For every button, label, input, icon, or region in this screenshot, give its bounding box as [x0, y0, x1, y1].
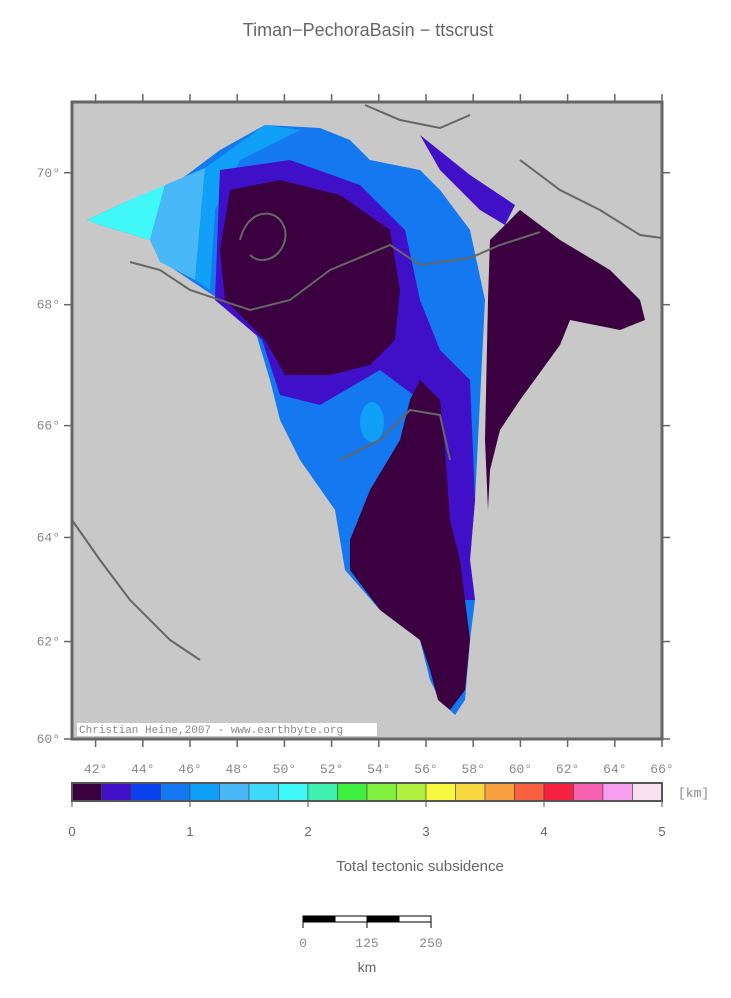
y-tick-label: 62° [37, 635, 60, 650]
colorbar-tick-label: 3 [422, 824, 429, 839]
colorbar-swatch [160, 782, 191, 802]
coastline [129, 231, 541, 312]
colorbar-swatch [514, 782, 545, 802]
scalebar-tick-label: 250 [419, 936, 442, 951]
colorbar-tick-label: 0 [68, 824, 75, 839]
y-tick-label: 60° [37, 732, 60, 747]
coastlines [71, 104, 663, 661]
basin-wedge [420, 135, 515, 225]
colorbar-swatch [455, 782, 486, 802]
colorbar-swatch [573, 782, 604, 802]
x-tick-label: 46° [178, 762, 201, 777]
y-tick-label: 70° [37, 166, 60, 181]
zone-core-south [350, 380, 470, 710]
x-tick-label: 64° [603, 762, 626, 777]
y-tick-label: 68° [37, 298, 60, 313]
coastline [339, 408, 451, 461]
colorbar-swatch [632, 782, 663, 802]
colorbar-tick-label: 2 [304, 824, 311, 839]
credit: Christian Heine,2007 - www.earthbyte.org [79, 725, 343, 737]
scalebar: 0 125 250 [299, 915, 443, 951]
map-frame [70, 100, 664, 741]
x-tick-label: 52° [320, 762, 343, 777]
colorbar-swatch [396, 782, 427, 802]
colorbar-label: Total tectonic subsidence [336, 858, 504, 875]
y-tick-label: 66° [37, 419, 60, 434]
x-tick-label: 56° [414, 762, 437, 777]
colorbar-unit: [km] [678, 786, 709, 801]
x-tick-label: 50° [273, 762, 296, 777]
colorbar-swatch [366, 782, 397, 802]
zone-oval-inner [360, 402, 384, 442]
colorbar-frame [71, 782, 663, 802]
y-tick-label: 64° [37, 530, 60, 545]
coastline [239, 212, 287, 261]
colorbar-swatch [130, 782, 161, 802]
scalebar-segment [398, 915, 432, 923]
title: Timan−PechoraBasin − ttscrust [243, 20, 493, 40]
scalebar-tick-label: 0 [299, 936, 307, 951]
colorbar-swatch [425, 782, 456, 802]
colorbar: 0 1 2 3 4 5 [68, 782, 666, 839]
credit-box [77, 723, 377, 736]
x-tick-label: 42° [84, 762, 107, 777]
x-tick-label: 44° [131, 762, 154, 777]
coastline [71, 519, 201, 661]
map: Christian Heine,2007 - www.earthbyte.org [70, 100, 664, 741]
colorbar-tick-label: 4 [540, 824, 547, 839]
x-tick-label: 60° [509, 762, 532, 777]
zone-core-north [220, 180, 400, 375]
colorbar-swatch [484, 782, 515, 802]
colorbar-swatch [543, 782, 574, 802]
colorbar-swatch [101, 782, 132, 802]
scalebar-tick-label: 125 [355, 936, 378, 951]
colorbar-swatch [307, 782, 338, 802]
scalebar-unit: km [358, 959, 377, 975]
coastline [519, 159, 663, 239]
x-tick-label: 66° [650, 762, 673, 777]
x-tick-label: 58° [461, 762, 484, 777]
x-tick-label: 48° [225, 762, 248, 777]
coastline [364, 104, 471, 130]
scalebar-segment [334, 915, 368, 923]
colorbar-tick-label: 1 [186, 824, 193, 839]
colorbar-tick-label: 5 [658, 824, 665, 839]
colorbar-swatch [219, 782, 250, 802]
zone-cyan [87, 185, 165, 240]
colorbar-swatch [71, 782, 102, 802]
colorbar-swatch [248, 782, 279, 802]
zone-lightblue [150, 168, 205, 280]
zone-skyblue [195, 125, 300, 290]
colorbar-swatch [189, 782, 220, 802]
colorbar-swatch [602, 782, 633, 802]
x-tick-label: 62° [556, 762, 579, 777]
scalebar-segment [302, 915, 336, 923]
colorbar-swatch [278, 782, 309, 802]
scalebar-segment [366, 915, 400, 923]
x-tick-label: 54° [367, 762, 390, 777]
colorbar-swatch [337, 782, 368, 802]
basin-east [485, 210, 645, 510]
